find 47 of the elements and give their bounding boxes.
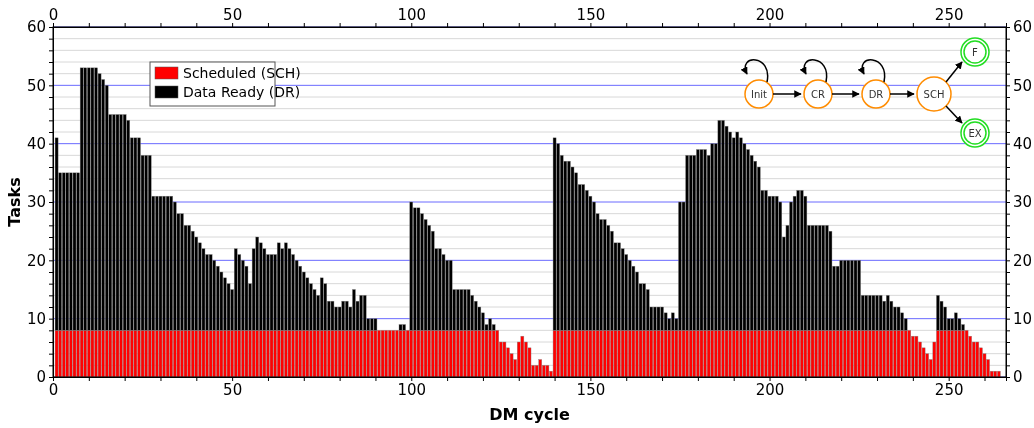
y-tick-label: 50 xyxy=(26,76,46,95)
y-tick-label: 0 xyxy=(36,368,46,387)
y2-tick-label: 60 xyxy=(1013,18,1033,37)
bar xyxy=(993,370,997,378)
bar xyxy=(384,330,388,378)
bar xyxy=(997,370,1001,378)
bar xyxy=(914,335,919,378)
x-tick-label: 100 xyxy=(397,380,427,399)
x-axis-title: DM cycle xyxy=(489,405,570,424)
annotation: EX xyxy=(968,128,982,139)
y-tick-label: 20 xyxy=(26,251,46,270)
x2-tick-label: 150 xyxy=(576,6,606,24)
y-axis-title: Tasks xyxy=(5,177,24,227)
bar xyxy=(538,359,542,378)
bar xyxy=(545,365,550,378)
y2-tick-label: 50 xyxy=(1013,76,1033,95)
x-tick-label: 150 xyxy=(576,380,606,399)
x2-tick-label: 250 xyxy=(934,6,964,24)
annotation: Init xyxy=(751,89,768,100)
y-tick-label: 30 xyxy=(26,193,46,212)
y2-tick-label: 10 xyxy=(1013,309,1033,328)
x2-tick-label: 100 xyxy=(397,6,427,24)
annotation: SCH xyxy=(923,89,945,100)
legend-label: Data Ready (DR) xyxy=(183,84,301,100)
bar xyxy=(380,330,385,378)
bar xyxy=(502,341,507,378)
x2-tick-label: 50 xyxy=(223,6,243,24)
annotation: CR xyxy=(811,89,826,100)
bar xyxy=(391,330,396,378)
y2-tick-label: 20 xyxy=(1013,251,1033,270)
x2-tick-label: 0 xyxy=(48,6,59,24)
y2-tick-label: 30 xyxy=(1013,193,1033,212)
y2-tick-label: 0 xyxy=(1013,368,1023,387)
y-tick-label: 60 xyxy=(26,18,46,37)
y2-tick-label: 40 xyxy=(1013,134,1033,153)
x-tick-label: 250 xyxy=(934,380,964,399)
x-tick-label: 200 xyxy=(755,380,785,399)
annotation: DR xyxy=(868,89,884,100)
x2-tick-label: 200 xyxy=(755,6,785,24)
annotation: F xyxy=(972,47,979,58)
legend-label: Scheduled (SCH) xyxy=(183,65,301,81)
y-tick-label: 40 xyxy=(26,134,46,153)
bar xyxy=(520,335,525,378)
x-tick-label: 0 xyxy=(48,380,59,399)
y-tick-label: 10 xyxy=(26,309,46,328)
bar xyxy=(975,341,980,378)
x-tick-label: 50 xyxy=(223,380,243,399)
